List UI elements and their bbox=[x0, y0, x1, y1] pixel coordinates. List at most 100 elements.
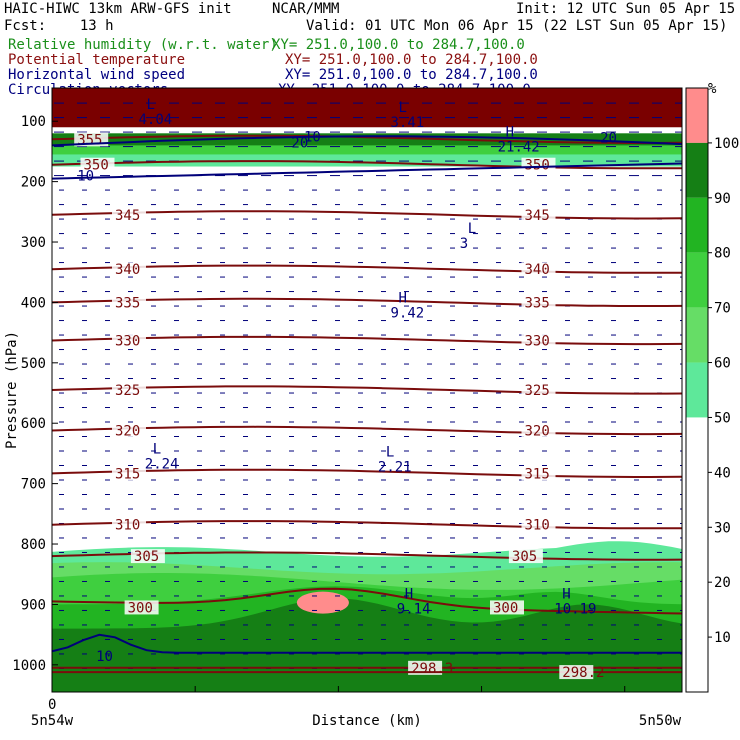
theta-label-bg bbox=[112, 262, 146, 277]
colorbar-segment bbox=[686, 88, 708, 143]
theta-label-bg bbox=[112, 207, 146, 222]
theta-label-bg bbox=[521, 466, 556, 481]
theta-contour-label: 320 bbox=[525, 423, 550, 439]
theta-label-bg bbox=[112, 295, 146, 310]
extremum-value: 4.04 bbox=[139, 112, 173, 128]
theta-contour-label: 340 bbox=[525, 262, 550, 278]
extremum-value: 10.19 bbox=[554, 601, 596, 617]
theta-contour-label: 325 bbox=[525, 383, 550, 399]
wind-speed-label: 20 bbox=[600, 131, 617, 147]
colorbar-tick-label: 100 bbox=[714, 136, 739, 152]
theta-label-bg bbox=[521, 383, 556, 397]
theta-contour-line bbox=[52, 468, 682, 478]
colorbar-frame bbox=[685, 87, 709, 693]
extremum-marker: H bbox=[562, 586, 570, 602]
theta-contour-label: 310 bbox=[115, 518, 140, 534]
extremum-value: 2.21 bbox=[378, 459, 412, 475]
rh-patch-100 bbox=[296, 591, 349, 614]
theta-contour-label: 310 bbox=[525, 518, 550, 534]
theta-label-bg bbox=[521, 333, 556, 348]
colorbar-unit: % bbox=[708, 81, 717, 97]
theta-contour-label: 298.2 bbox=[562, 665, 604, 681]
theta-label-bg bbox=[490, 600, 524, 615]
extremum-value: 3.41 bbox=[391, 115, 425, 131]
theta-contour-label: 330 bbox=[525, 333, 550, 349]
colorbar-tick-label: 40 bbox=[714, 465, 731, 481]
colorbar-segment bbox=[686, 307, 708, 363]
colorbar-tick-label: 20 bbox=[714, 575, 731, 591]
colorbar-tick-label: 50 bbox=[714, 410, 731, 426]
theta-contour-label: 300 bbox=[493, 600, 518, 616]
y-tick-label: 100 bbox=[21, 114, 46, 130]
y-tick-label: 600 bbox=[21, 416, 46, 432]
extremum-marker: L bbox=[399, 100, 407, 116]
field-label-rh: Relative humidity (w.r.t. water) bbox=[8, 37, 278, 53]
extremum-marker: L bbox=[468, 221, 476, 237]
theta-label-bg bbox=[521, 423, 556, 438]
theta-contour-label: 350 bbox=[84, 158, 109, 174]
colorbar-tick-label: 60 bbox=[714, 356, 731, 372]
theta-contour-label: 305 bbox=[512, 549, 537, 565]
y-tick-label: 300 bbox=[21, 235, 46, 251]
colorbar-segment bbox=[686, 362, 708, 418]
extremum-marker: H bbox=[399, 290, 407, 306]
theta-contour-label: 325 bbox=[115, 383, 140, 399]
theta-contour-label: 355 bbox=[77, 132, 102, 148]
theta-contour-label: 315 bbox=[115, 466, 140, 482]
theta-contour-label: 350 bbox=[525, 158, 550, 174]
theta-label-bg bbox=[80, 157, 115, 172]
colorbar-tick-label: 70 bbox=[714, 301, 731, 317]
extremum-value: 3 bbox=[460, 236, 468, 252]
theta-label-bg bbox=[521, 262, 556, 277]
y-tick-label: 400 bbox=[21, 295, 46, 311]
theta-label-bg bbox=[521, 157, 556, 172]
x-axis-label: Distance (km) bbox=[312, 713, 422, 729]
extremum-value: 9.42 bbox=[391, 305, 425, 321]
extremum-marker: L bbox=[386, 444, 394, 460]
y-tick-label: 700 bbox=[21, 477, 46, 493]
x-endpoint-right: 5n50w bbox=[639, 713, 682, 729]
colorbar-segment bbox=[686, 142, 708, 198]
field-xy-theta: XY= 251.0,100.0 to 284.7,100.0 bbox=[285, 52, 538, 68]
wind-speed-label: 10 bbox=[304, 129, 321, 145]
extremum-value: 2.24 bbox=[145, 456, 179, 472]
theta-label-bg bbox=[112, 423, 146, 438]
wind-contour-10-low bbox=[52, 633, 682, 654]
wind-speed-label: 10 bbox=[77, 169, 94, 185]
theta-contour-line bbox=[52, 160, 682, 170]
colorbar-segment-empty bbox=[686, 417, 708, 692]
theta-contour-label: 320 bbox=[115, 423, 140, 439]
colorbar-segment bbox=[686, 197, 708, 253]
field-label-theta: Potential temperature bbox=[8, 52, 186, 68]
colorbar-segment bbox=[686, 252, 708, 308]
colorbar-tick-label: 30 bbox=[714, 520, 731, 536]
theta-contour-label: 335 bbox=[525, 295, 550, 311]
extremum-marker: L bbox=[147, 97, 155, 113]
plot-frame bbox=[51, 87, 683, 693]
colorbar-tick-label: 90 bbox=[714, 191, 731, 207]
org-label: NCAR/MMM bbox=[272, 1, 340, 17]
wind-contour-20 bbox=[52, 135, 682, 147]
theta-label-bg bbox=[112, 383, 146, 397]
extremum-marker: H bbox=[506, 124, 514, 140]
colorbar-tick-label: 10 bbox=[714, 630, 731, 646]
theta-label-bg bbox=[521, 207, 556, 222]
theta-label-bg bbox=[112, 333, 146, 348]
colorbar-tick-label: 80 bbox=[714, 246, 731, 262]
theta-label-bg bbox=[124, 600, 159, 615]
field-xy-rh: XY= 251.0,100.0 to 284.7,100.0 bbox=[272, 37, 525, 53]
theta-label-bg bbox=[521, 517, 556, 532]
wind-speed-label: 10 bbox=[96, 649, 113, 665]
extremum-value: 9.14 bbox=[397, 601, 431, 617]
top-fill bbox=[52, 88, 682, 128]
theta-contour-line bbox=[52, 335, 682, 346]
theta-contour-label: 298.3 bbox=[411, 661, 453, 677]
theta-contour-line bbox=[52, 385, 682, 395]
theta-contour-label: 330 bbox=[115, 333, 140, 349]
theta-contour-label: 315 bbox=[525, 466, 550, 482]
model-title: HAIC-HIWC 13km ARW-GFS init bbox=[4, 1, 232, 17]
y-tick-label: 1000 bbox=[12, 658, 46, 674]
y-tick-label: 900 bbox=[21, 597, 46, 613]
